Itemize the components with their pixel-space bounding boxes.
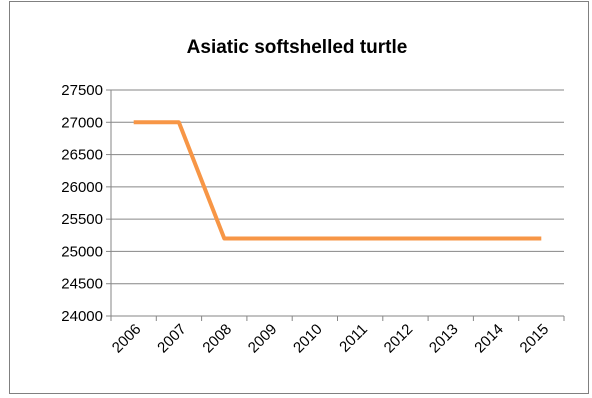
x-tick-label: 2009 xyxy=(245,321,281,357)
series-line xyxy=(133,120,542,241)
x-tick-label: 2012 xyxy=(381,321,417,357)
x-tick-label: 2006 xyxy=(109,321,145,357)
y-tick-label: 24500 xyxy=(61,276,103,293)
x-tick-label: 2015 xyxy=(517,321,553,357)
y-tick-label: 25000 xyxy=(61,243,103,260)
x-tick-label: 2007 xyxy=(154,321,190,357)
y-axis-ticks: 24000 24500 25000 25500 26000 26500 27000 27500 xyxy=(61,82,111,325)
x-tick-label: 2008 xyxy=(199,321,235,357)
chart-frame xyxy=(9,1,589,394)
series-layer xyxy=(133,120,542,241)
y-tick-label: 27000 xyxy=(61,114,103,131)
x-tick-label: 2011 xyxy=(336,321,371,356)
gridlines xyxy=(111,89,564,285)
y-tick-label: 26500 xyxy=(61,147,103,164)
y-tick-label: 25500 xyxy=(61,211,103,228)
y-tick-label: 24000 xyxy=(61,308,103,325)
x-tick-label: 2013 xyxy=(426,321,462,357)
x-tick-label: 2010 xyxy=(290,321,326,357)
x-tick-label: 2014 xyxy=(471,321,507,357)
chart-title: Asiatic softshelled turtle xyxy=(187,37,408,58)
y-tick-label: 27500 xyxy=(61,82,103,99)
x-axis-ticks: 2006 2007 2008 2009 2010 2011 2012 2013 2014 2015 xyxy=(109,316,565,357)
y-tick-label: 26000 xyxy=(61,179,103,196)
